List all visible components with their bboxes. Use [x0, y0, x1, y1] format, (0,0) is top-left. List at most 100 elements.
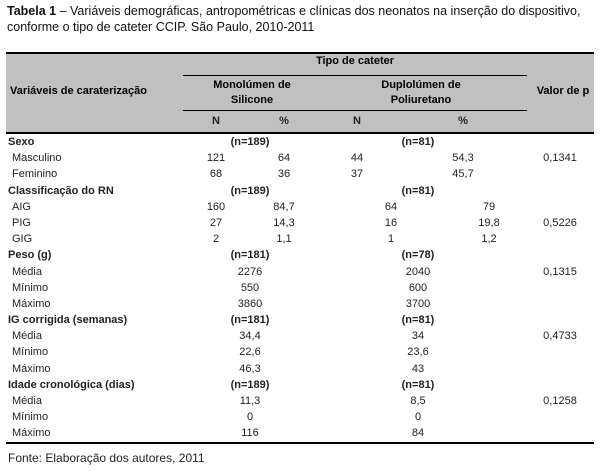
silicone-header-line1: Monolúmen de	[213, 79, 291, 91]
silicone-sample-size: (n=189)	[230, 184, 270, 197]
n-sil-value: 2	[212, 233, 220, 246]
pct-sil-value: 84,7	[273, 200, 295, 213]
val-poli-value: 0	[414, 411, 422, 424]
row-label: PIG	[12, 216, 31, 229]
row-label: Máximo	[12, 362, 51, 375]
silicone-sample-size: (n=181)	[230, 249, 270, 262]
row-label: Média	[12, 395, 42, 407]
silicone-sample-size: (n=189)	[230, 136, 270, 148]
val-poli-value: 8,5	[410, 395, 426, 407]
pct-sil-value: 64	[277, 152, 291, 165]
table-row: Média 34,4 34 0,4733	[6, 328, 594, 344]
polyurethane-sample-size: (n=78)	[401, 249, 435, 262]
row-label: Média	[12, 330, 42, 343]
val-sil-value: 46,3	[239, 362, 261, 375]
p-value-value: 0,4733	[543, 330, 577, 343]
pct-poli-value: 19,8	[478, 216, 500, 229]
n-poli-value: 44	[350, 152, 364, 165]
p-value-value: 0,1341	[543, 152, 577, 165]
row-label: Masculino	[12, 152, 62, 165]
data-table: Variáveis de caraterização Tipo de catet…	[6, 52, 594, 444]
subheader-n-polyurethane: N	[353, 115, 361, 127]
table-row: Máximo 116 84	[6, 425, 594, 441]
table-row: Média 2276 2040 0,1315	[6, 264, 594, 280]
polyurethane-header-line1: Duplolúmen de	[381, 79, 461, 91]
val-poli-value: 23,6	[407, 346, 429, 359]
table-row: PIG 27 14,3 16 19,8 0,5226	[6, 215, 594, 231]
p-value-value: 0,1258	[543, 395, 577, 407]
section-title: IG corrigida (semanas)	[8, 314, 128, 327]
section-header-row: Sexo (n=189) (n=81)	[6, 134, 594, 150]
val-sil-value: 116	[241, 427, 259, 440]
table-row: Máximo 3860 3700	[6, 296, 594, 312]
footer-source: Fonte: Elaboração dos autores, 2011	[8, 451, 205, 465]
page-title: Tabela 1 – Variáveis demográficas, antro…	[7, 4, 593, 35]
val-poli-value: 43	[411, 362, 425, 375]
pct-poli-value: 54,3	[452, 152, 474, 165]
table-row: Máximo 46,3 43	[6, 361, 594, 377]
section-title: Idade cronológica (dias)	[8, 378, 135, 391]
section-header-row: Peso (g) (n=181) (n=78)	[6, 247, 594, 263]
val-sil-value: 550	[240, 281, 260, 294]
pct-poli-value: 1,2	[481, 233, 497, 246]
n-poli-value: 64	[384, 200, 398, 213]
polyurethane-sample-size: (n=81)	[401, 184, 435, 197]
n-poli-value: 37	[350, 168, 364, 181]
val-poli-value: 2040	[405, 265, 431, 278]
header-rule-bottom	[183, 110, 527, 111]
row-label: GIG	[12, 233, 33, 246]
section-header-row: IG corrigida (semanas) (n=181) (n=81)	[6, 312, 594, 328]
n-sil-value: 121	[206, 152, 226, 165]
table-caption: – Variáveis demográficas, antropométrica…	[7, 4, 581, 34]
row-label: Mínimo	[12, 411, 49, 424]
section-header-row: Idade cronológica (dias) (n=189) (n=81)	[6, 377, 594, 393]
row-label: Feminino	[12, 168, 58, 181]
n-sil-value: 68	[209, 168, 223, 181]
row-label: Mínimo	[12, 346, 49, 359]
pct-sil-value: 36	[277, 168, 291, 181]
section-title: Peso (g)	[8, 249, 52, 262]
column-header-variables: Variáveis de caraterização	[10, 85, 147, 97]
polyurethane-sample-size: (n=81)	[401, 136, 435, 148]
val-poli-value: 3700	[405, 297, 431, 310]
table-body: Sexo (n=189) (n=81) Masculino 121 64 44 54,3 0,1…	[6, 134, 594, 442]
section-header-row: Classificação do RN (n=189) (n=81)	[6, 183, 594, 199]
val-poli-value: 84	[411, 427, 425, 440]
table-row: Feminino 68 36 37 45,7	[6, 166, 594, 182]
table-row: Mínimo 22,6 23,6	[6, 344, 594, 360]
table-row: Mínimo 550 600	[6, 280, 594, 296]
polyurethane-sample-size: (n=81)	[401, 378, 435, 391]
n-poli-value: 1	[387, 233, 395, 246]
val-poli-value: 600	[408, 281, 428, 294]
column-group-header-catheter-type: Tipo de cateter	[315, 55, 395, 67]
row-label: Mínimo	[12, 281, 49, 294]
pct-poli-value: 79	[482, 200, 496, 213]
table-row: Masculino 121 64 44 54,3 0,1341	[6, 150, 594, 166]
polyurethane-sample-size: (n=81)	[401, 314, 435, 327]
section-title: Sexo	[8, 136, 35, 148]
val-sil-value: 22,6	[239, 346, 261, 359]
row-label: Média	[12, 265, 42, 278]
val-sil-value: 11,3	[239, 395, 261, 407]
n-sil-value: 160	[206, 200, 226, 213]
table-number-label: Tabela 1	[7, 4, 57, 18]
n-sil-value: 27	[209, 216, 223, 229]
column-header-silicone: Monolúmen de Silicone	[187, 78, 317, 108]
table-row: Mínimo 0 0	[6, 409, 594, 425]
table-row: GIG 2 1,1 1 1,2	[6, 231, 594, 247]
subheader-pct-polyurethane: %	[458, 115, 468, 127]
val-poli-value: 34	[411, 330, 425, 343]
row-label: Máximo	[12, 427, 51, 440]
val-sil-value: 0	[246, 411, 254, 424]
table-bottom-border	[6, 441, 594, 444]
silicone-header-line2: Silicone	[230, 94, 274, 106]
header-rule-top	[183, 75, 527, 76]
p-value-value: 0,5226	[543, 216, 577, 229]
silicone-sample-size: (n=181)	[230, 314, 270, 327]
table-row: Média 11,3 8,5 0,1258	[6, 393, 594, 409]
pct-poli-value: 45,7	[452, 168, 474, 181]
val-sil-value: 3860	[237, 297, 263, 310]
column-header-p-value: Valor de p	[536, 85, 590, 97]
section-title: Classificação do RN	[8, 184, 114, 197]
table-header: Variáveis de caraterização Tipo de catet…	[6, 52, 594, 134]
